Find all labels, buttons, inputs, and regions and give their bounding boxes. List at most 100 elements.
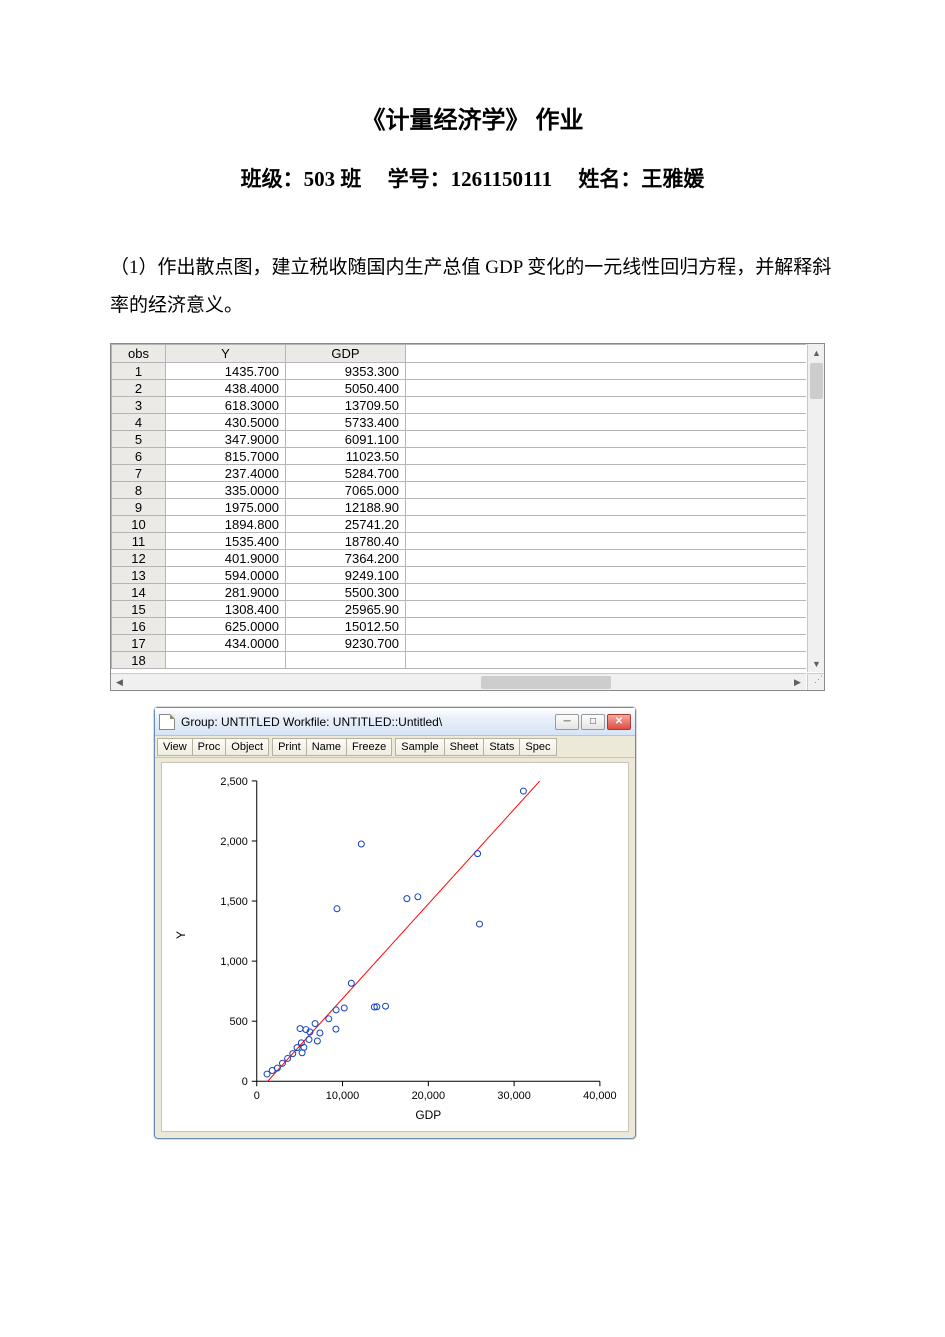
minimize-button[interactable]: ─ bbox=[555, 714, 579, 730]
cell-gdp[interactable]: 18780.40 bbox=[286, 533, 406, 550]
cell-gdp[interactable] bbox=[286, 652, 406, 669]
row-header[interactable]: 2 bbox=[112, 380, 166, 397]
row-header[interactable]: 5 bbox=[112, 431, 166, 448]
row-header[interactable]: 13 bbox=[112, 567, 166, 584]
cell-blank bbox=[406, 584, 807, 601]
row-header[interactable]: 7 bbox=[112, 465, 166, 482]
table-row[interactable]: 4430.50005733.400 bbox=[112, 414, 807, 431]
table-row[interactable]: 151308.40025965.90 bbox=[112, 601, 807, 618]
cell-gdp[interactable]: 12188.90 bbox=[286, 499, 406, 516]
row-header[interactable]: 14 bbox=[112, 584, 166, 601]
cell-gdp[interactable]: 15012.50 bbox=[286, 618, 406, 635]
cell-y[interactable]: 815.7000 bbox=[166, 448, 286, 465]
table-row[interactable]: 14281.90005500.300 bbox=[112, 584, 807, 601]
resize-grip-icon[interactable]: ⋰ bbox=[807, 673, 824, 690]
table-row[interactable]: 7237.40005284.700 bbox=[112, 465, 807, 482]
col-header-obs[interactable]: obs bbox=[112, 345, 166, 363]
cell-y[interactable]: 594.0000 bbox=[166, 567, 286, 584]
toolbar-proc-button[interactable]: Proc bbox=[192, 738, 227, 756]
table-row[interactable]: 18 bbox=[112, 652, 807, 669]
row-header[interactable]: 16 bbox=[112, 618, 166, 635]
toolbar-freeze-button[interactable]: Freeze bbox=[346, 738, 392, 756]
row-header[interactable]: 9 bbox=[112, 499, 166, 516]
cell-y[interactable]: 1308.400 bbox=[166, 601, 286, 618]
toolbar-sample-button[interactable]: Sample bbox=[395, 738, 444, 756]
cell-blank bbox=[406, 465, 807, 482]
table-row[interactable]: 91975.00012188.90 bbox=[112, 499, 807, 516]
row-header[interactable]: 10 bbox=[112, 516, 166, 533]
table-row[interactable]: 2438.40005050.400 bbox=[112, 380, 807, 397]
vertical-scrollbar[interactable]: ▲ ▼ bbox=[807, 344, 824, 672]
cell-y[interactable]: 618.3000 bbox=[166, 397, 286, 414]
cell-gdp[interactable]: 5284.700 bbox=[286, 465, 406, 482]
cell-gdp[interactable]: 7065.000 bbox=[286, 482, 406, 499]
cell-gdp[interactable]: 9353.300 bbox=[286, 363, 406, 380]
table-row[interactable]: 11435.7009353.300 bbox=[112, 363, 807, 380]
cell-y[interactable]: 438.4000 bbox=[166, 380, 286, 397]
row-header[interactable]: 11 bbox=[112, 533, 166, 550]
col-header-gdp[interactable]: GDP bbox=[286, 345, 406, 363]
row-header[interactable]: 6 bbox=[112, 448, 166, 465]
row-header[interactable]: 17 bbox=[112, 635, 166, 652]
row-header[interactable]: 3 bbox=[112, 397, 166, 414]
toolbar-view-button[interactable]: View bbox=[157, 738, 193, 756]
cell-y[interactable]: 625.0000 bbox=[166, 618, 286, 635]
cell-gdp[interactable]: 5050.400 bbox=[286, 380, 406, 397]
table-row[interactable]: 12401.90007364.200 bbox=[112, 550, 807, 567]
toolbar-object-button[interactable]: Object bbox=[225, 738, 269, 756]
cell-gdp[interactable]: 25965.90 bbox=[286, 601, 406, 618]
row-header[interactable]: 15 bbox=[112, 601, 166, 618]
cell-y[interactable]: 347.9000 bbox=[166, 431, 286, 448]
table-row[interactable]: 101894.80025741.20 bbox=[112, 516, 807, 533]
row-header[interactable]: 1 bbox=[112, 363, 166, 380]
scroll-right-arrow-icon[interactable]: ▶ bbox=[789, 674, 806, 691]
toolbar-sheet-button[interactable]: Sheet bbox=[444, 738, 485, 756]
scroll-up-arrow-icon[interactable]: ▲ bbox=[808, 344, 825, 361]
cell-y[interactable]: 1535.400 bbox=[166, 533, 286, 550]
table-row[interactable]: 6815.700011023.50 bbox=[112, 448, 807, 465]
row-header[interactable]: 8 bbox=[112, 482, 166, 499]
row-header[interactable]: 4 bbox=[112, 414, 166, 431]
cell-gdp[interactable]: 5500.300 bbox=[286, 584, 406, 601]
cell-y[interactable]: 401.9000 bbox=[166, 550, 286, 567]
cell-gdp[interactable]: 5733.400 bbox=[286, 414, 406, 431]
cell-y[interactable]: 335.0000 bbox=[166, 482, 286, 499]
row-header[interactable]: 18 bbox=[112, 652, 166, 669]
cell-y[interactable]: 430.5000 bbox=[166, 414, 286, 431]
cell-gdp[interactable]: 9249.100 bbox=[286, 567, 406, 584]
horizontal-scrollbar[interactable]: ◀ ▶ bbox=[111, 673, 806, 690]
toolbar-name-button[interactable]: Name bbox=[306, 738, 347, 756]
table-row[interactable]: 3618.300013709.50 bbox=[112, 397, 807, 414]
table-row[interactable]: 8335.00007065.000 bbox=[112, 482, 807, 499]
cell-y[interactable]: 281.9000 bbox=[166, 584, 286, 601]
vertical-scroll-thumb[interactable] bbox=[810, 363, 823, 399]
cell-y[interactable]: 1435.700 bbox=[166, 363, 286, 380]
scroll-down-arrow-icon[interactable]: ▼ bbox=[808, 655, 825, 672]
toolbar-print-button[interactable]: Print bbox=[272, 738, 307, 756]
cell-y[interactable]: 434.0000 bbox=[166, 635, 286, 652]
cell-y[interactable]: 237.4000 bbox=[166, 465, 286, 482]
cell-y[interactable] bbox=[166, 652, 286, 669]
horizontal-scroll-thumb[interactable] bbox=[481, 676, 611, 689]
row-header[interactable]: 12 bbox=[112, 550, 166, 567]
table-row[interactable]: 13594.00009249.100 bbox=[112, 567, 807, 584]
cell-gdp[interactable]: 9230.700 bbox=[286, 635, 406, 652]
table-row[interactable]: 5347.90006091.100 bbox=[112, 431, 807, 448]
maximize-button[interactable]: □ bbox=[581, 714, 605, 730]
cell-gdp[interactable]: 13709.50 bbox=[286, 397, 406, 414]
cell-gdp[interactable]: 7364.200 bbox=[286, 550, 406, 567]
table-row[interactable]: 16625.000015012.50 bbox=[112, 618, 807, 635]
col-header-y[interactable]: Y bbox=[166, 345, 286, 363]
table-row[interactable]: 111535.40018780.40 bbox=[112, 533, 807, 550]
cell-gdp[interactable]: 6091.100 bbox=[286, 431, 406, 448]
cell-gdp[interactable]: 25741.20 bbox=[286, 516, 406, 533]
window-titlebar[interactable]: Group: UNTITLED Workfile: UNTITLED::Unti… bbox=[155, 708, 635, 736]
cell-y[interactable]: 1975.000 bbox=[166, 499, 286, 516]
cell-gdp[interactable]: 11023.50 bbox=[286, 448, 406, 465]
scroll-left-arrow-icon[interactable]: ◀ bbox=[111, 674, 128, 691]
toolbar-stats-button[interactable]: Stats bbox=[483, 738, 520, 756]
close-button[interactable]: ✕ bbox=[607, 714, 631, 730]
toolbar-spec-button[interactable]: Spec bbox=[519, 738, 556, 756]
cell-y[interactable]: 1894.800 bbox=[166, 516, 286, 533]
table-row[interactable]: 17434.00009230.700 bbox=[112, 635, 807, 652]
